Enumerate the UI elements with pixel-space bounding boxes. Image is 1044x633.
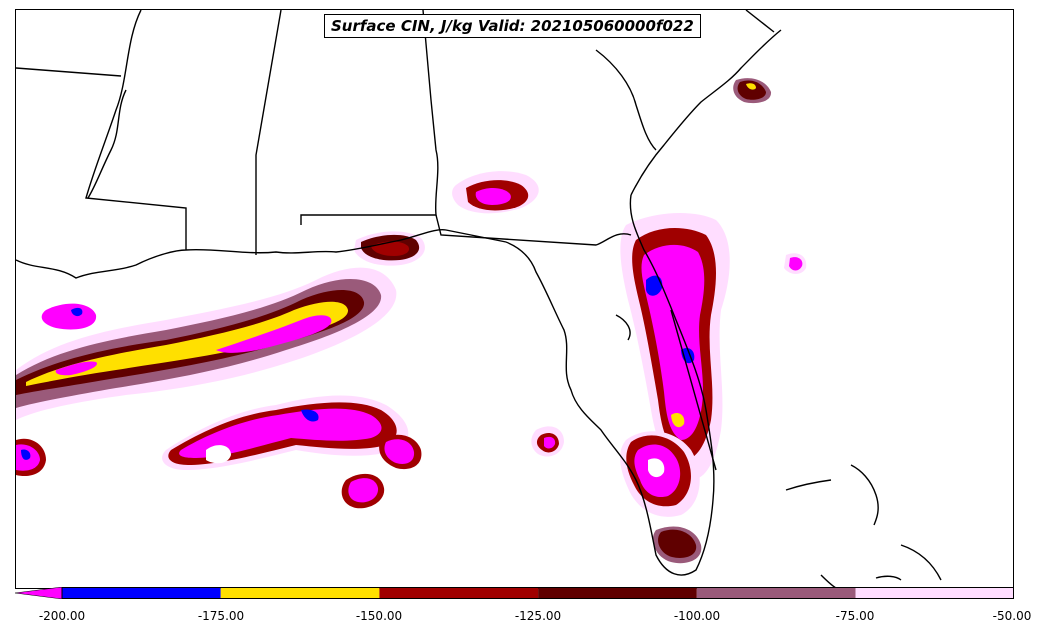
colorbar-bin-3 <box>379 587 539 599</box>
cin-field-sw-edge <box>16 438 46 477</box>
colorbar-tick-label: -150.00 <box>355 609 403 623</box>
colorbar-tick-label: -175.00 <box>197 609 245 623</box>
map-panel <box>15 9 1014 589</box>
colorbar-tick-label: -75.00 <box>835 609 875 623</box>
cin-field-florida-south <box>620 431 702 564</box>
colorbar-bin-4 <box>538 587 697 599</box>
colorbar-tick-label: -100.00 <box>673 609 721 623</box>
colorbar-tick-label: -50.00 <box>992 609 1032 623</box>
colorbar-bin-5 <box>696 587 856 599</box>
colorbar-tick-label: -200.00 <box>38 609 86 623</box>
cin-field-florida-east <box>620 213 730 480</box>
cin-map <box>16 10 942 588</box>
colorbar-extend-arrow <box>15 587 63 599</box>
cin-field-gulf-west <box>16 267 397 420</box>
colorbar-bin-2 <box>220 587 380 599</box>
cin-field-north <box>354 78 807 457</box>
colorbar-tick-label: -125.00 <box>514 609 562 623</box>
colorbar-bin-1 <box>62 587 221 599</box>
colorbar-bin-6 <box>855 587 1014 599</box>
map-boundaries <box>16 10 942 588</box>
colorbar <box>15 587 1014 599</box>
cin-field-gulf-central <box>162 395 422 509</box>
map-title: Surface CIN, J/kg Valid: 202105060000f02… <box>324 14 701 38</box>
